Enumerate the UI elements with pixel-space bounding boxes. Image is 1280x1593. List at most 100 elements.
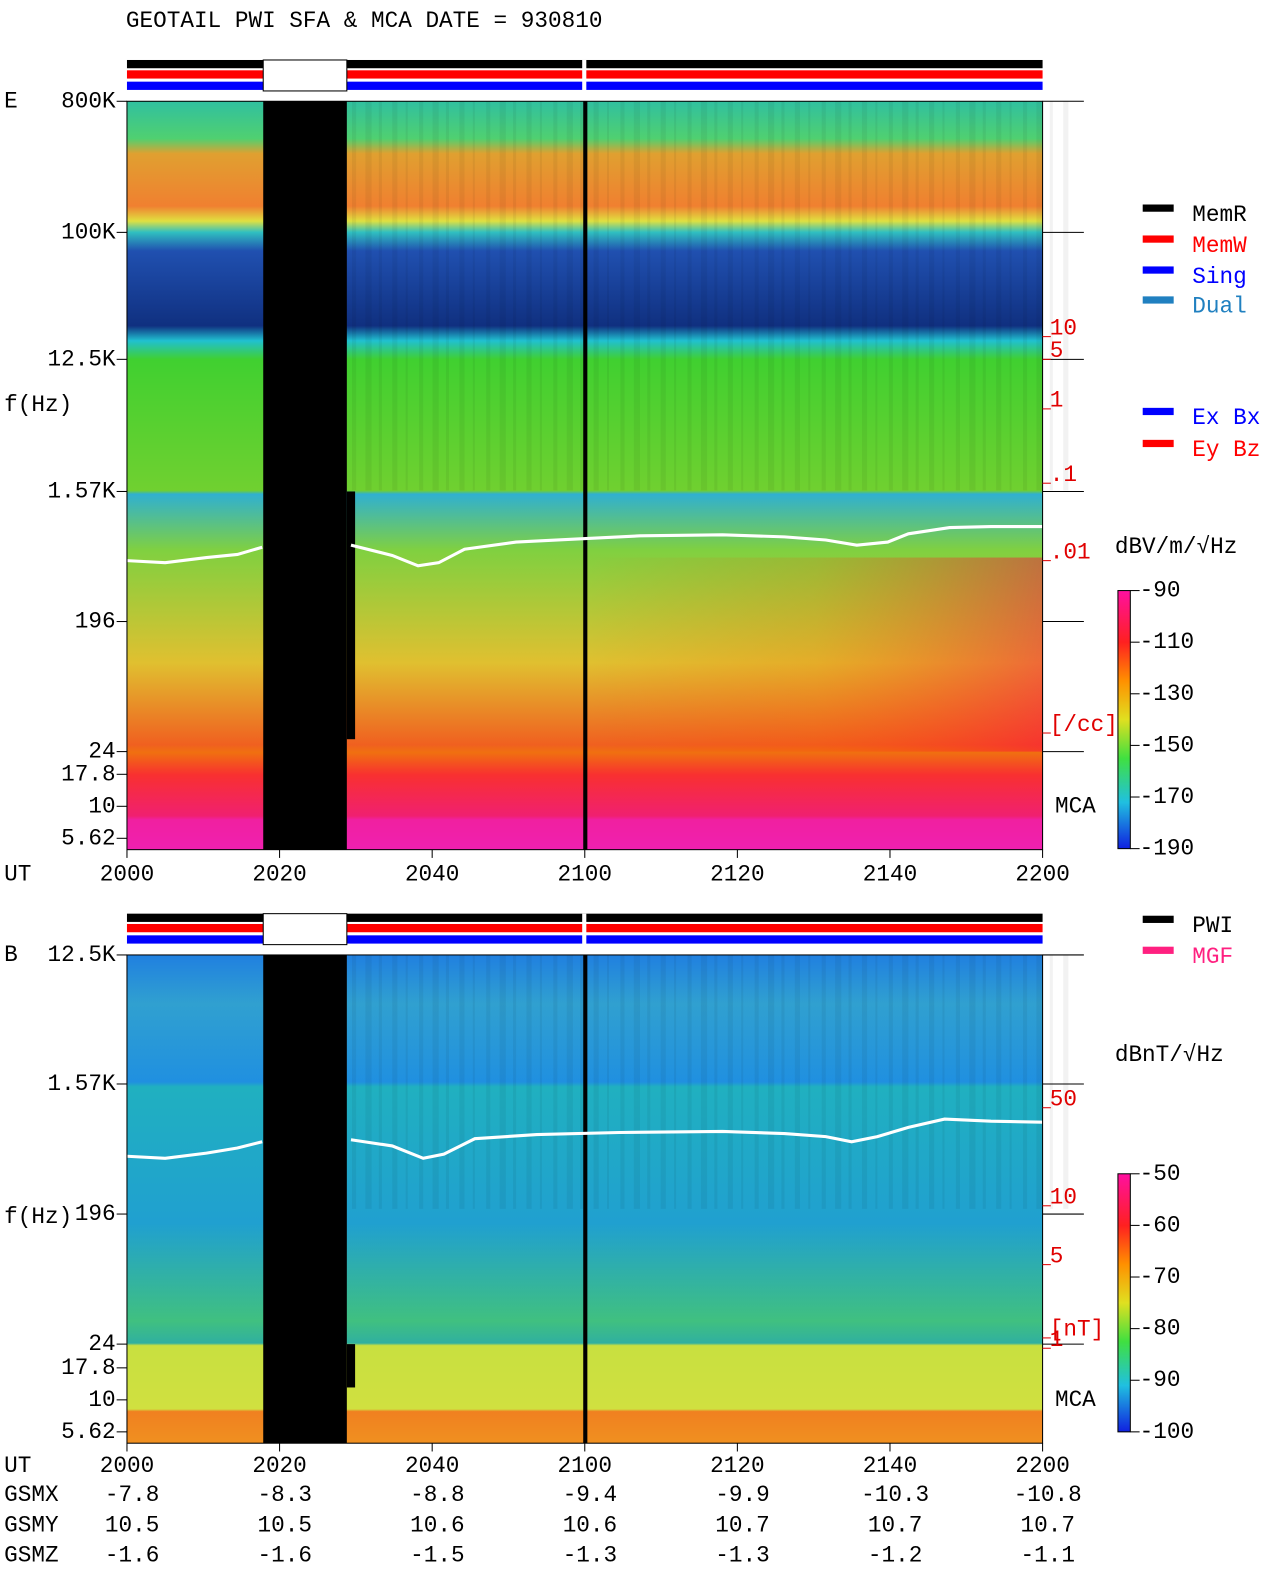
- legend-label: Ey Bz: [1192, 437, 1260, 463]
- x-tick-label: 2000: [100, 1453, 154, 1479]
- spectrogram-streak: [835, 954, 842, 1209]
- x-tick-label: 2000: [100, 861, 154, 887]
- spectrogram-streak: [499, 954, 506, 1209]
- spectrogram-streak: [1022, 101, 1028, 491]
- status-gap: [262, 913, 348, 946]
- legend-label: Dual: [1192, 294, 1246, 320]
- orbit-value: 10.5: [105, 1512, 159, 1538]
- spectrogram-streak: [405, 954, 408, 1209]
- spectrogram-streak: [459, 954, 465, 1209]
- x-tick-label: 2200: [1015, 861, 1069, 887]
- spectrogram-streak: [459, 101, 465, 491]
- spectrogram-streak: [513, 101, 517, 491]
- spectrogram-enhancement: [588, 557, 1043, 752]
- orbit-value: -9.9: [715, 1482, 769, 1508]
- spectrogram-streak: [486, 101, 491, 491]
- spectrogram-streak: [969, 954, 976, 1209]
- spectrogram-streak: [700, 954, 708, 1209]
- spectrogram-streak: [674, 954, 677, 1209]
- spectrogram-streak: [432, 101, 439, 491]
- x-tick-label: 2120: [710, 1453, 764, 1479]
- orbit-value: -10.3: [861, 1482, 929, 1508]
- legend-swatch: [1142, 266, 1174, 274]
- plasma-frequency-line: [126, 1140, 263, 1160]
- y-tick-label: 24: [88, 739, 115, 765]
- legend-label: MemR: [1192, 202, 1247, 228]
- x-tick-label: 2140: [863, 861, 917, 887]
- orbit-value: -8.8: [410, 1482, 464, 1508]
- spectrogram-streak: [392, 954, 398, 1209]
- orbit-value: 10.6: [410, 1512, 464, 1538]
- x-tick-label: 2140: [863, 1453, 917, 1479]
- orbit-label: GSMZ: [4, 1543, 58, 1569]
- colorbar-label: -80: [1140, 1316, 1181, 1342]
- spectrogram-streak: [539, 101, 542, 491]
- y-axis-label: f(Hz): [4, 392, 72, 418]
- colorbar-label: -60: [1140, 1212, 1181, 1238]
- legend-swatch: [1142, 915, 1174, 923]
- spectrogram-streak: [432, 954, 439, 1209]
- spectrogram-streak: [942, 101, 945, 491]
- orbit-value: -8.3: [257, 1482, 311, 1508]
- y-axis-label: f(Hz): [4, 1204, 72, 1230]
- orbit-label: GSMX: [4, 1482, 59, 1508]
- y-tick-label: 1.57K: [48, 1071, 116, 1097]
- spectrogram-streak: [969, 101, 976, 491]
- legend-swatch: [1142, 439, 1174, 448]
- data-gap: [346, 1344, 356, 1388]
- colorbar-label: -130: [1140, 681, 1194, 707]
- spectrogram-streak: [660, 954, 666, 1209]
- spectrogram-streak: [1063, 954, 1069, 1209]
- spectrogram-streak: [754, 101, 759, 491]
- panel-name: E: [4, 88, 18, 114]
- plasma-frequency-line: [350, 1117, 1043, 1160]
- status-gap: [582, 59, 587, 91]
- spectrogram-streak: [553, 101, 558, 491]
- spectrogram-streak: [727, 101, 733, 491]
- spectrogram-streak: [781, 101, 785, 491]
- y-tick-label: 10: [88, 1387, 115, 1413]
- legend-label: MemW: [1192, 233, 1247, 259]
- density-label: 5: [1050, 1243, 1064, 1269]
- spectrogram-streak: [365, 954, 372, 1209]
- colorbar-label: -100: [1140, 1419, 1194, 1445]
- colorbar-unit: dBV/m/√Hz: [1115, 534, 1238, 560]
- x-tick-label: 2200: [1015, 1453, 1069, 1479]
- spectrogram-streak: [741, 954, 744, 1209]
- spectrogram-streak: [835, 101, 842, 491]
- spectrogram-streak: [996, 101, 1002, 491]
- plasma-frequency-line: [350, 525, 1043, 568]
- spectrogram-streak: [888, 954, 893, 1209]
- plasma-frequency-line: [126, 545, 263, 565]
- density-label: 5: [1050, 338, 1064, 364]
- spectrogram-streak: [955, 101, 960, 491]
- spectrogram-streak: [808, 101, 811, 491]
- y-tick-label: 100K: [61, 219, 116, 245]
- spectrogram-streak: [902, 101, 909, 491]
- orbit-value: 10.7: [868, 1512, 922, 1538]
- spectrogram-streak: [566, 954, 573, 1209]
- spectrogram-streak: [942, 954, 945, 1209]
- x-tick-label: 2120: [710, 861, 764, 887]
- spectrogram-streak: [378, 101, 382, 491]
- spectrogram-streak: [352, 954, 357, 1209]
- y-tick-label: 24: [88, 1331, 115, 1357]
- density-label: .01: [1050, 539, 1091, 565]
- spectrogram-streak: [821, 101, 826, 491]
- density-label: 10: [1050, 1185, 1077, 1211]
- panel-name: B: [4, 942, 18, 968]
- spectrogram-streak: [606, 101, 610, 491]
- spectrogram-streak: [606, 954, 610, 1209]
- spectrogram-streak: [861, 101, 868, 491]
- spectrogram-streak: [687, 954, 692, 1209]
- colorbar-label: -50: [1140, 1161, 1181, 1187]
- spectrogram-streak: [875, 954, 878, 1209]
- spectrogram-streak: [1009, 101, 1012, 491]
- spectrogram-streak: [660, 101, 666, 491]
- orbit-value: -1.3: [563, 1543, 617, 1569]
- y-tick-label: 196: [75, 1201, 116, 1227]
- spectrogram-streak: [982, 101, 986, 491]
- spectrogram-streak: [513, 954, 517, 1209]
- spectrogram-streak: [741, 101, 744, 491]
